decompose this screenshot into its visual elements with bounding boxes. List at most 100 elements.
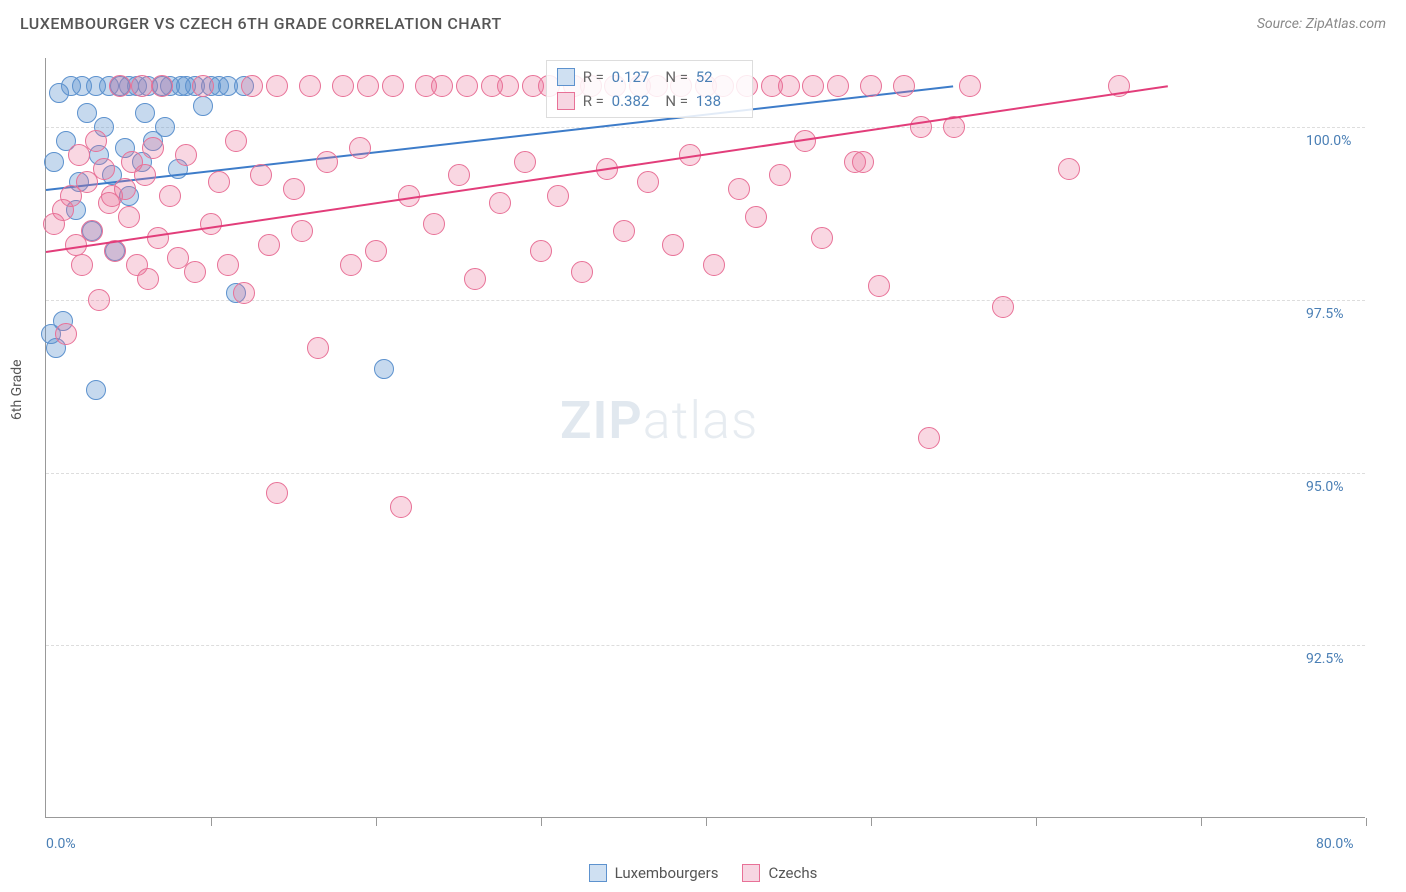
data-point [745, 206, 767, 228]
data-point [910, 116, 932, 138]
y-tick-label: 97.5% [1306, 306, 1344, 322]
data-point [266, 75, 288, 97]
legend-n-value: 138 [696, 92, 742, 110]
x-axis-label: 0.0% [46, 836, 76, 852]
x-tick [1201, 818, 1202, 826]
data-point [291, 220, 313, 242]
data-point [530, 240, 552, 262]
x-tick [1366, 818, 1367, 826]
data-point [571, 261, 593, 283]
data-point [448, 164, 470, 186]
data-point [778, 75, 800, 97]
data-point [85, 130, 107, 152]
data-point [374, 359, 394, 379]
data-point [827, 75, 849, 97]
data-point [769, 164, 791, 186]
data-point [382, 75, 404, 97]
legend-r-label: R = [579, 68, 608, 86]
source-attribution: Source: ZipAtlas.com [1257, 16, 1386, 32]
data-point [142, 137, 164, 159]
legend-n-label: N = [662, 92, 692, 110]
data-point [131, 75, 153, 97]
data-point [81, 220, 103, 242]
x-tick [706, 818, 707, 826]
data-point [151, 75, 173, 97]
legend-swatch [742, 864, 760, 882]
data-point [134, 164, 156, 186]
gridline [46, 127, 1365, 128]
data-point [55, 323, 77, 345]
x-tick [1036, 818, 1037, 826]
data-point [316, 151, 338, 173]
chart-title: LUXEMBOURGER VS CZECH 6TH GRADE CORRELAT… [20, 14, 502, 33]
bottom-legend: Luxembourgers Czechs [0, 864, 1406, 882]
data-point [464, 268, 486, 290]
data-point [332, 75, 354, 97]
data-point [489, 192, 511, 214]
data-point [918, 427, 940, 449]
correlation-legend: R = 0.127 N = 52 R = 0.382 N = 138 [546, 60, 753, 118]
legend-swatch [589, 864, 607, 882]
data-point [811, 227, 833, 249]
data-point [250, 164, 272, 186]
legend-item: Luxembourgers [589, 864, 719, 882]
data-point [200, 213, 222, 235]
data-point [233, 282, 255, 304]
x-tick [871, 818, 872, 826]
legend-n-label: N = [662, 68, 692, 86]
data-point [357, 75, 379, 97]
data-point [307, 337, 329, 359]
data-point [365, 240, 387, 262]
data-point [184, 261, 206, 283]
legend-r-label: R = [579, 92, 608, 110]
data-point [225, 130, 247, 152]
legend-r-value: 0.127 [612, 68, 658, 86]
gridline [46, 645, 1365, 646]
y-axis-label: 6th Grade [9, 359, 25, 420]
data-point [114, 178, 136, 200]
x-axis-label: 80.0% [1316, 836, 1354, 852]
data-point [959, 75, 981, 97]
data-point [118, 206, 140, 228]
data-point [390, 496, 412, 518]
legend-label: Luxembourgers [615, 864, 719, 882]
data-point [802, 75, 824, 97]
data-point [44, 152, 64, 172]
data-point [71, 254, 93, 276]
data-point [93, 158, 115, 180]
legend-label: Czechs [768, 864, 817, 882]
data-point [193, 96, 213, 116]
data-point [728, 178, 750, 200]
data-point [497, 75, 519, 97]
data-point [159, 185, 181, 207]
data-point [109, 75, 131, 97]
data-point [852, 151, 874, 173]
legend-row: R = 0.382 N = 138 [557, 89, 742, 113]
data-point [208, 171, 230, 193]
data-point [86, 380, 106, 400]
data-point [423, 213, 445, 235]
data-point [147, 227, 169, 249]
y-tick-label: 92.5% [1306, 651, 1344, 667]
data-point [547, 185, 569, 207]
data-point [299, 75, 321, 97]
data-point [456, 75, 478, 97]
data-point [637, 171, 659, 193]
data-point [860, 75, 882, 97]
legend-swatch [557, 68, 575, 86]
y-tick-label: 95.0% [1306, 479, 1344, 495]
data-point [893, 75, 915, 97]
legend-swatch [557, 92, 575, 110]
data-point [266, 482, 288, 504]
data-point [514, 151, 536, 173]
data-point [613, 220, 635, 242]
x-tick [541, 818, 542, 826]
gridline [46, 473, 1365, 474]
data-point [283, 178, 305, 200]
data-point [88, 289, 110, 311]
data-point [703, 254, 725, 276]
legend-row: R = 0.127 N = 52 [557, 65, 742, 89]
data-point [77, 103, 97, 123]
data-point [137, 268, 159, 290]
data-point [868, 275, 890, 297]
